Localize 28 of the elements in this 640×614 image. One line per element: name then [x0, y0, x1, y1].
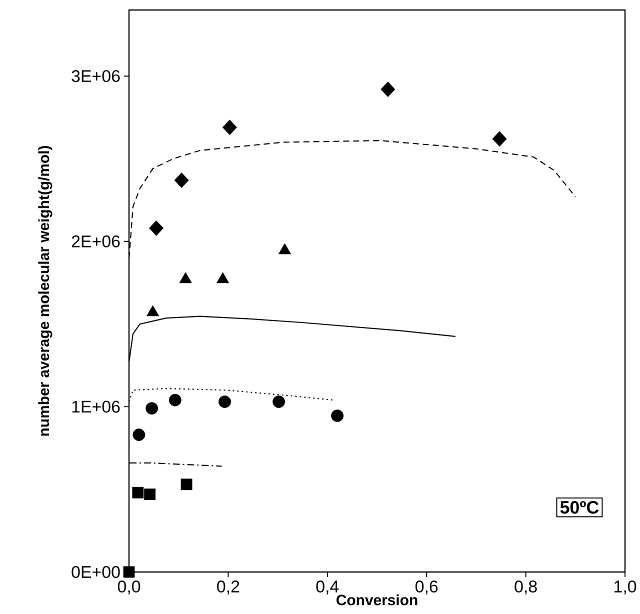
point: [149, 220, 164, 236]
x-tick-label: 0,8: [514, 580, 537, 594]
point: [222, 120, 237, 136]
x-tick-label: 0,2: [217, 580, 240, 594]
point: [331, 410, 344, 422]
annotation: 50ºC: [560, 500, 599, 514]
x-tick-label: 0,4: [316, 580, 339, 594]
y-tick-label: 2E+06: [72, 235, 120, 248]
point: [146, 402, 158, 415]
y-axis-title: number average molecular weight(g/mol): [38, 146, 52, 436]
point: [123, 566, 135, 578]
point: [180, 478, 192, 490]
point: [174, 172, 189, 188]
y-tick-label: 0E+00: [72, 566, 120, 578]
point: [272, 396, 285, 408]
point: [168, 394, 182, 406]
point: [132, 486, 144, 498]
x-tick-label: 0,6: [415, 580, 438, 594]
x-axis-title: Conversion: [336, 594, 418, 606]
point: [132, 428, 146, 441]
point: [218, 396, 231, 408]
x-tick-label: 0,0: [118, 580, 140, 594]
point: [144, 488, 156, 500]
y-tick-label: 3E+06: [72, 70, 120, 82]
y-tick-label: 1E+06: [72, 400, 120, 413]
point: [492, 131, 507, 147]
x-tick-label: 1,0: [614, 580, 636, 594]
point: [380, 82, 396, 98]
